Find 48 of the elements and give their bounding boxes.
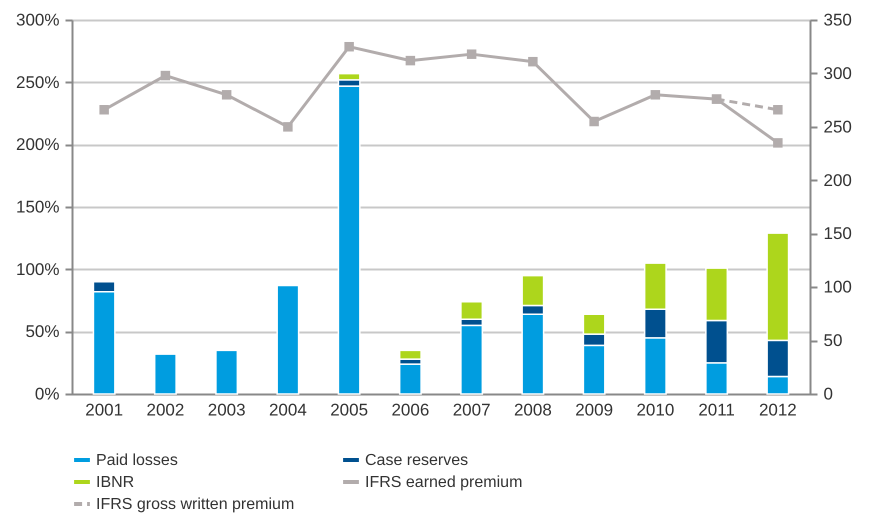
y2-tick-label: 0 [824, 384, 833, 404]
y-tick-label: 250% [16, 72, 60, 92]
x-tick-label: 2008 [514, 400, 552, 420]
point [589, 116, 599, 126]
point [773, 138, 783, 148]
y2-tick-label: 250 [824, 117, 852, 136]
x-tick-label: 2010 [636, 400, 674, 420]
point [650, 90, 660, 100]
y2-tick-label: 50 [824, 331, 842, 350]
point [160, 70, 170, 80]
x-tick-label: 2009 [575, 400, 614, 420]
x-tick-label: 2001 [85, 400, 124, 420]
x-tick-label: 2003 [208, 400, 246, 420]
legend-label: IBNR [96, 474, 134, 491]
bar [276, 284, 300, 395]
y2-tick-label: 300 [824, 64, 852, 83]
x-tick-label: 2005 [330, 400, 368, 420]
legend-label: Paid losses [96, 452, 178, 469]
bar [154, 353, 177, 395]
y-tick-label: 100% [16, 260, 60, 279]
bar [398, 363, 422, 395]
x-tick-label: 2012 [758, 400, 797, 420]
point [283, 122, 293, 132]
legend-label: IFRS gross written premium [96, 496, 294, 513]
y-tick-label: 150% [16, 198, 60, 216]
y-tick-label: 300% [16, 10, 60, 30]
y2-tick-label: 100 [824, 278, 852, 297]
point [222, 90, 232, 100]
point [406, 56, 416, 66]
y-tick-label: 0% [34, 384, 60, 404]
y2-tick-label: 200 [824, 170, 852, 190]
point [344, 42, 354, 52]
y2-tick-label: 150 [824, 224, 852, 244]
bar [215, 350, 238, 395]
point [99, 105, 109, 115]
x-tick-label: 2004 [268, 400, 307, 420]
legend-label: IFRS earned premium [365, 474, 522, 491]
x-tick-label: 2011 [698, 400, 735, 420]
point [528, 56, 538, 66]
x-tick-label: 2002 [146, 400, 184, 420]
x-tick-label: 2006 [391, 400, 430, 420]
point [773, 105, 783, 115]
y2-tick-label: 350 [824, 10, 852, 30]
y-tick-label: 50% [25, 322, 60, 342]
point [466, 49, 476, 59]
y-tick-label: 200% [16, 135, 60, 154]
legend-label: Case reserves [365, 452, 468, 469]
x-tick-label: 2007 [452, 400, 491, 420]
